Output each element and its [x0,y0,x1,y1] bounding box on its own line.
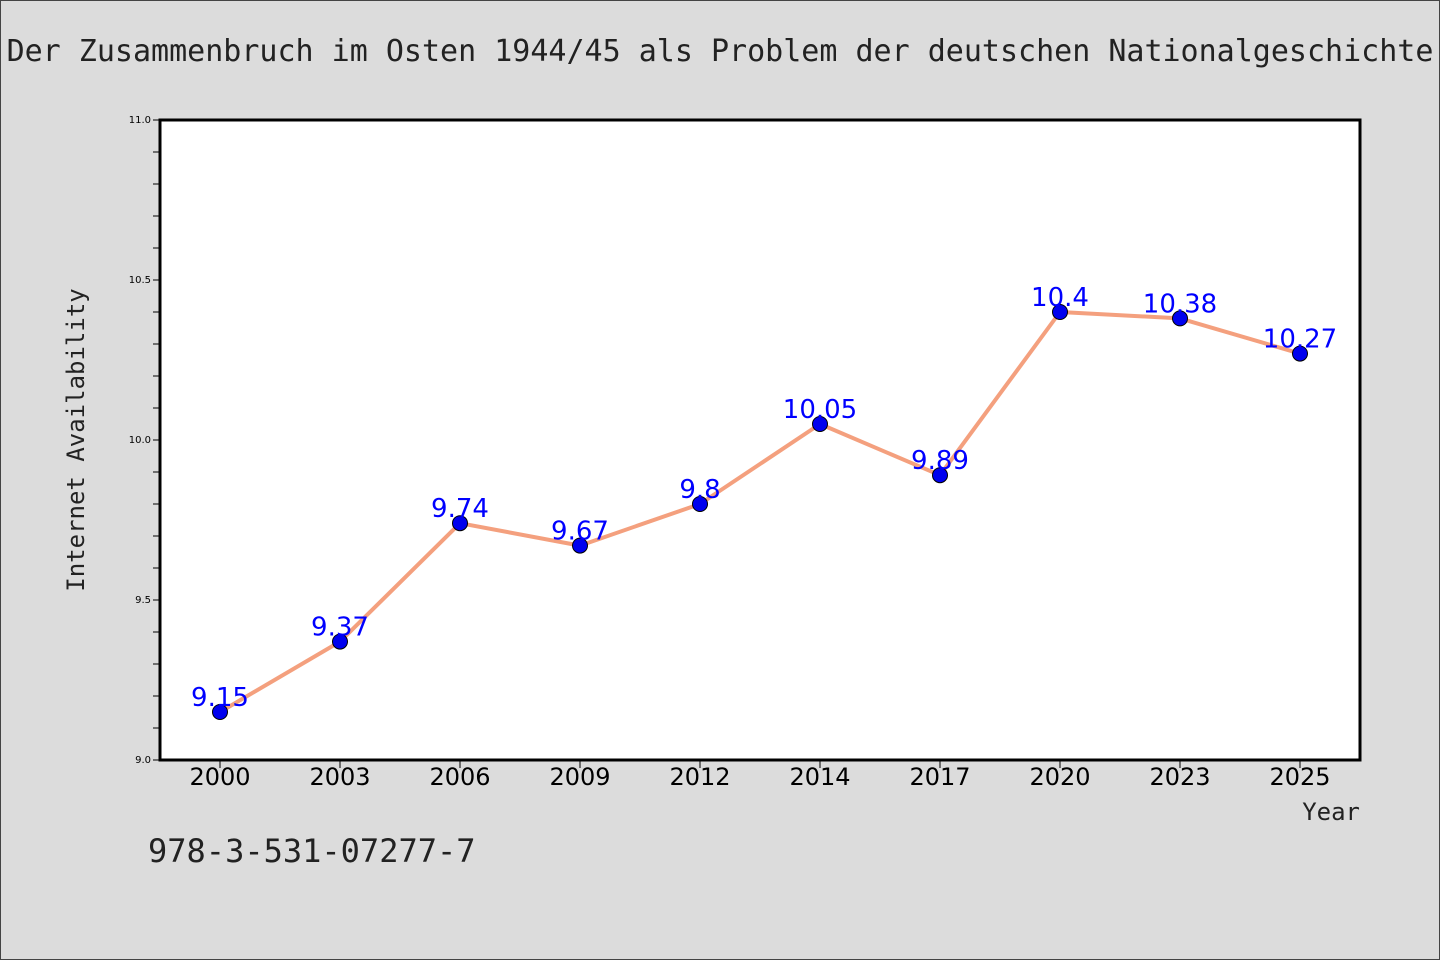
data-point [1292,345,1308,362]
data-point [1052,304,1068,320]
data-point [1172,310,1188,327]
x-axis: 2000 2003 2006 2009 2012 2014 2017 2020 2023 2025 [189,760,1331,791]
data-point [812,416,828,432]
data-point [212,704,228,720]
chart-title: Der Zusammenbruch im Osten 1944/45 als P… [6,34,1434,69]
x-tick-label: 2003 [309,763,370,791]
series-line [218,310,1301,714]
data-label: 10.27 [1263,325,1337,355]
data-label: 9.89 [911,446,969,476]
y-tick-label: 9.5 [135,595,151,606]
data-point [332,633,348,650]
x-tick-label: 2023 [1149,763,1210,791]
y-tick-label: 10.5 [129,275,151,286]
series-layer: 9.15 9.37 9.74 9.67 9.8 10.05 9.89 10.4 10.38 10.… [191,283,1337,720]
y-axis-label: Internet Availability [62,288,90,591]
x-tick-label: 2025 [1269,763,1330,791]
data-point [452,515,468,532]
x-tick-label: 2020 [1029,763,1090,791]
y-tick-label: 9.0 [135,755,151,766]
data-point [572,537,588,554]
x-tick-label: 2000 [189,763,250,791]
data-label: 9.67 [551,517,609,547]
data-point [932,467,948,484]
x-axis-label: Year [1302,798,1360,826]
y-axis: 9.0 9.5 10.0 10.5 11.0 [129,115,160,766]
data-point [692,496,708,512]
x-tick-label: 2006 [429,763,490,791]
plot-area [158,118,1362,762]
x-tick-label: 2012 [669,763,730,791]
data-label: 9.74 [431,494,489,524]
data-label: 10.4 [1031,283,1089,313]
x-tick-label: 2009 [549,763,610,791]
x-tick-label: 2014 [789,763,850,791]
data-label: 10.05 [783,395,857,425]
data-label: 9.8 [679,475,720,505]
data-label: 10.38 [1143,289,1217,319]
isbn-text: 978-3-531-07277-7 [148,832,476,870]
data-label: 9.37 [311,613,369,643]
data-label: 9.15 [191,683,249,713]
y-tick-label: 10.0 [129,435,151,446]
x-tick-label: 2017 [909,763,970,791]
y-tick-label: 11.0 [129,115,151,126]
